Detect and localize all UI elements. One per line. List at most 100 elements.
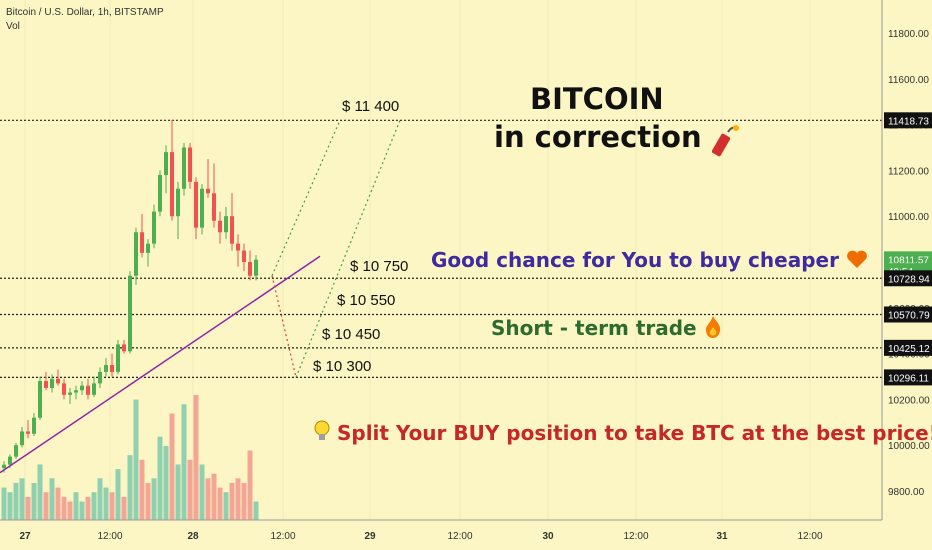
volume-bar [25,496,31,520]
volume-bar [169,413,175,520]
volume-bar [199,464,205,520]
y-axis: 11800.0011600.0011400.0011200.0011000.00… [881,0,932,520]
firecracker-icon [711,124,740,157]
volume-bar [43,492,49,520]
price-level-lines [0,119,882,378]
candle-body [116,344,120,372]
candle-body [146,243,150,253]
price-tag-bg [884,306,932,323]
projection-lines [0,120,401,474]
candle-body [218,220,222,233]
candle-body [110,365,114,372]
volume-bars [1,395,259,520]
candles [2,120,258,473]
price-tag: 10728.94 [888,274,930,285]
candle-body [182,147,186,189]
candle-body [68,392,72,395]
candle-body [128,275,132,352]
candle-body [74,390,78,393]
volume-bar [37,464,43,520]
volume-bar [91,492,97,520]
candle-body [44,381,48,388]
volume-bar [157,436,163,520]
volume-label: Vol [6,21,20,32]
level-label: $ 10 750 [350,258,408,275]
price-tag: 10296.11 [888,373,929,384]
candle-body [140,232,144,253]
volume-bar [67,501,73,520]
candle-body [188,147,192,182]
volume-bar [133,399,139,520]
candle-body [176,188,180,217]
volume-bar [145,482,151,520]
volume-bar [229,482,235,520]
volume-bar [31,482,37,520]
candle-body [206,188,210,194]
volume-bar [139,459,145,520]
candle-body [104,365,108,372]
candle-body [2,464,6,469]
candle-body [20,431,24,446]
level-labels: $ 11 400 $ 10 750 $ 10 550 $ 10 450 $ 10 300 [313,98,408,375]
candle-body [62,383,66,395]
volume-bar [247,450,253,520]
price-tag: 10811.57 [888,255,929,266]
candle-body [98,371,102,384]
y-tick-label: 11200.00 [888,166,929,177]
annotation-buy-cheaper-text: Good chance for You to buy cheaper [431,248,839,272]
candle-body [80,385,84,391]
candle-body [92,383,96,395]
x-tick-label: 12:00 [270,531,295,542]
volume-bar [55,487,61,520]
volume-bar [235,478,241,520]
candle-body [56,378,60,384]
x-tick-label: 12:00 [623,531,648,542]
x-tick-label: 27 [19,531,31,542]
price-tag-bg [884,112,932,129]
candle-body [152,211,156,244]
volume-bar [73,492,79,520]
volume-bar [19,478,25,520]
price-tag: 10570.79 [888,310,930,321]
x-tick-label: 12:00 [447,531,472,542]
x-tick-label: 30 [542,531,554,542]
headline-bitcoin: BITCOIN [530,82,664,116]
y-tick-label: 11000.00 [888,212,929,223]
candle-body [26,431,30,434]
candle-body [224,216,228,233]
level-label: $ 11 400 [342,98,399,115]
x-tick-label: 31 [716,531,728,542]
volume-bar [13,482,19,520]
level-label: $ 10 300 [313,358,371,375]
candle-body [38,381,42,418]
projection-up-b [295,120,401,378]
annotation-buy-cheaper: Good chance for You to buy cheaper [431,248,868,274]
candle-body [170,152,174,217]
candle-body [200,188,204,228]
volume-bar [7,492,13,520]
y-tick-label: 9800.00 [888,487,925,498]
price-tag-bg [884,369,932,386]
volume-bar [115,469,121,520]
level-label: $ 10 450 [322,326,380,343]
price-tag: 11418.73 [888,116,929,127]
volume-bar [211,473,217,520]
volume-bar [223,492,229,520]
y-tick-label: 11800.00 [888,29,929,40]
volume-bar [253,501,259,520]
candle-body [32,417,36,434]
volume-bar [97,478,103,520]
candle-body [8,456,12,465]
candle-body [158,174,162,212]
x-axis: 27 12:00 28 12:00 29 12:00 30 12:00 31 12:00 [0,519,882,542]
annotation-split-buy-text: Split Your BUY position to take BTC at t… [336,421,932,445]
volume-bar [193,395,199,520]
y-tick-label: 10200.00 [888,395,930,406]
x-tick-label: 12:00 [97,531,122,542]
volume-bar [175,464,181,520]
candle-body [248,262,252,276]
candle-body [86,385,90,395]
support-trendline [0,255,321,474]
candle-body [134,232,138,276]
